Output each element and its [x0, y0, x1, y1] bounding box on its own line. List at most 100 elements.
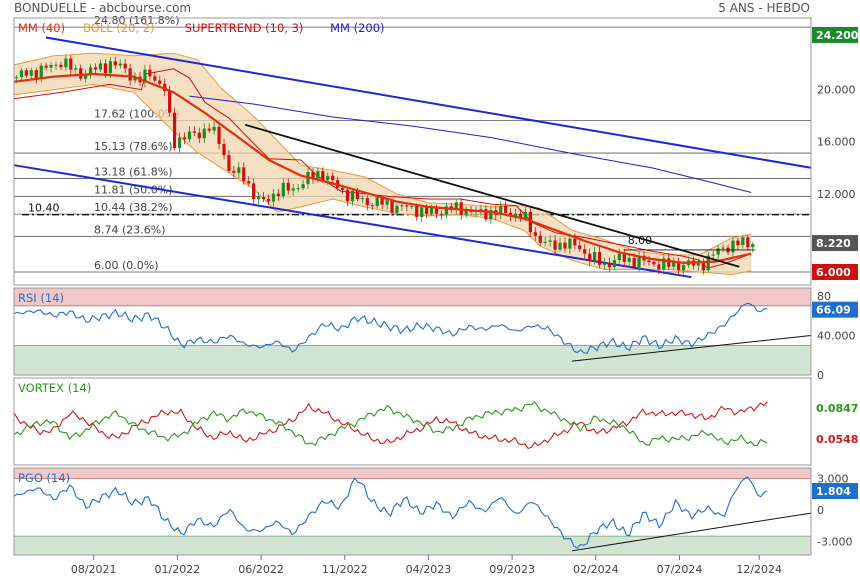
candle-body: [558, 242, 562, 250]
rsi-y-tick: 80: [817, 290, 831, 303]
candle-body: [153, 76, 157, 81]
x-axis-label: 09/2023: [489, 563, 535, 576]
candle-body: [93, 67, 98, 70]
candle-body: [681, 265, 686, 271]
vortex-plus-line: [13, 401, 768, 447]
candle-body: [34, 70, 38, 79]
candle-body: [316, 171, 320, 179]
price-panel-frame: [13, 17, 812, 286]
candle-body: [385, 200, 389, 205]
candle-body: [360, 198, 364, 200]
candle-body: [667, 258, 671, 267]
candle-body: [617, 253, 621, 261]
chart-layer: 24.80 (161.8%)17.62 (100.0%)15.13 (78.6%…: [13, 14, 859, 576]
candle-body: [113, 61, 117, 66]
candle-body: [187, 131, 192, 140]
price-y-tick: 16.000: [817, 136, 856, 149]
candle-body: [24, 70, 28, 76]
candle-body: [602, 262, 607, 265]
price-badge-bg: [812, 263, 858, 280]
candle-body: [143, 69, 147, 83]
candle-body: [741, 237, 745, 246]
candle-body: [276, 193, 280, 197]
candle-body: [484, 209, 488, 220]
candle-body: [271, 193, 276, 202]
candle-body: [98, 63, 103, 70]
fib-level-label: 11.81 (50.0%): [94, 183, 173, 196]
candle-body: [568, 238, 572, 249]
candle-body: [311, 172, 315, 179]
candle-body: [331, 175, 335, 181]
candle-body: [499, 205, 503, 215]
candle-body: [721, 247, 725, 249]
candle-body: [410, 205, 414, 207]
candle-body: [553, 240, 557, 250]
fib-level-label: 24.80 (161.8%): [94, 14, 180, 27]
candle-body: [108, 61, 112, 74]
candle-body: [583, 249, 587, 254]
candle-body: [504, 205, 508, 213]
candle-body: [217, 126, 221, 145]
candle-body: [242, 167, 246, 182]
candle-body: [321, 171, 325, 181]
vortex-minus-line: [13, 401, 768, 450]
candle-body: [390, 200, 394, 213]
price-y-tick: 20.000: [817, 84, 856, 97]
candle-body: [662, 258, 666, 270]
price-legend-3: MM (200): [330, 21, 384, 35]
candle-body: [197, 132, 201, 139]
candle-body: [429, 207, 434, 214]
mm40-line: [13, 72, 752, 265]
supertrend-line: [13, 68, 752, 269]
price-badge: 6.000: [816, 266, 851, 279]
candle-body: [543, 241, 547, 243]
fib-level-label: 13.18 (61.8%): [94, 165, 173, 178]
candle-body: [247, 181, 251, 184]
candle-body: [84, 73, 88, 79]
mm200-line: [189, 95, 752, 193]
pgo-oversold-band: [14, 536, 811, 555]
pgo-line: [13, 476, 768, 549]
candle-body: [252, 183, 256, 200]
candle-body: [59, 64, 63, 68]
price-y-tick: 12.000: [817, 188, 856, 201]
candle-body: [54, 64, 58, 66]
candle-body: [69, 58, 73, 70]
candle-body: [64, 58, 68, 68]
candle-body: [232, 170, 236, 173]
candle-body: [647, 260, 651, 262]
candle-body: [14, 77, 19, 79]
candle-body: [578, 245, 582, 250]
candle-body: [415, 205, 419, 218]
candle-body: [291, 188, 295, 191]
x-axis-label: 11/2022: [322, 563, 368, 576]
candle-body: [637, 255, 641, 268]
candle-body: [182, 137, 187, 140]
candle-body: [148, 69, 152, 77]
rsi-trendline: [571, 334, 812, 362]
candle-body: [281, 182, 285, 197]
vortex-minus-value: 0.0548: [816, 433, 858, 446]
price-badge-bg: [812, 26, 858, 43]
candle-body: [518, 213, 523, 219]
candle-body: [563, 242, 567, 249]
fib-level-label: 15.13 (78.6%): [94, 140, 173, 153]
candle-body: [350, 190, 355, 202]
pgo-overbought-band: [14, 468, 811, 479]
candle-body: [370, 205, 374, 207]
candle-body: [746, 237, 750, 248]
candle-body: [286, 182, 290, 191]
candle-body: [296, 188, 300, 190]
candle-body: [345, 189, 350, 202]
candle-body: [49, 64, 53, 68]
candle-body: [326, 175, 330, 181]
price-badge: 8.220: [816, 237, 851, 250]
pgo-value-badge: 1.804: [816, 485, 851, 498]
candle-body: [19, 70, 24, 78]
candle-body: [88, 67, 93, 74]
candle-body: [405, 205, 409, 207]
candle-body: [237, 167, 241, 173]
pgo-y-tick: 3.000: [817, 472, 849, 485]
x-axis-label: 08/2021: [71, 563, 117, 576]
